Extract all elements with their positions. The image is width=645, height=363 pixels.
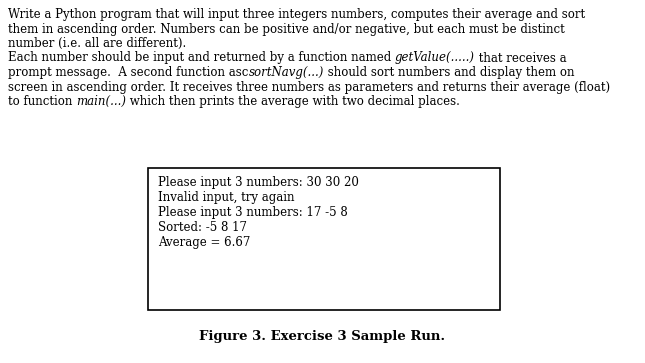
Text: number (i.e. all are different).: number (i.e. all are different). (8, 37, 186, 50)
Text: Please input 3 numbers: 17 -5 8: Please input 3 numbers: 17 -5 8 (158, 206, 348, 219)
Text: prompt message.  A second function asc: prompt message. A second function asc (8, 66, 248, 79)
Text: Sorted: -5 8 17: Sorted: -5 8 17 (158, 221, 247, 234)
Text: Please input 3 numbers: 30 30 20: Please input 3 numbers: 30 30 20 (158, 176, 359, 189)
Text: Average = 6.67: Average = 6.67 (158, 236, 250, 249)
Text: should sort numbers and display them on: should sort numbers and display them on (324, 66, 574, 79)
Text: getValue(.....): getValue(.....) (395, 52, 475, 65)
Text: them in ascending order. Numbers can be positive and/or negative, but each must : them in ascending order. Numbers can be … (8, 23, 565, 36)
Text: Invalid input, try again: Invalid input, try again (158, 191, 295, 204)
Text: that receives a: that receives a (475, 52, 566, 65)
Bar (148, 168, 500, 310)
Text: which then prints the average with two decimal places.: which then prints the average with two d… (126, 95, 460, 108)
Text: main(...): main(...) (76, 95, 126, 108)
Text: sortNavg(...): sortNavg(...) (248, 66, 324, 79)
Text: Figure 3. Exercise 3 Sample Run.: Figure 3. Exercise 3 Sample Run. (199, 330, 446, 343)
Text: Write a Python program that will input three integers numbers, computes their av: Write a Python program that will input t… (8, 8, 585, 21)
Text: Each number should be input and returned by a function named: Each number should be input and returned… (8, 52, 395, 65)
Text: screen in ascending order. It receives three numbers as parameters and returns t: screen in ascending order. It receives t… (8, 81, 610, 94)
Text: to function: to function (8, 95, 76, 108)
